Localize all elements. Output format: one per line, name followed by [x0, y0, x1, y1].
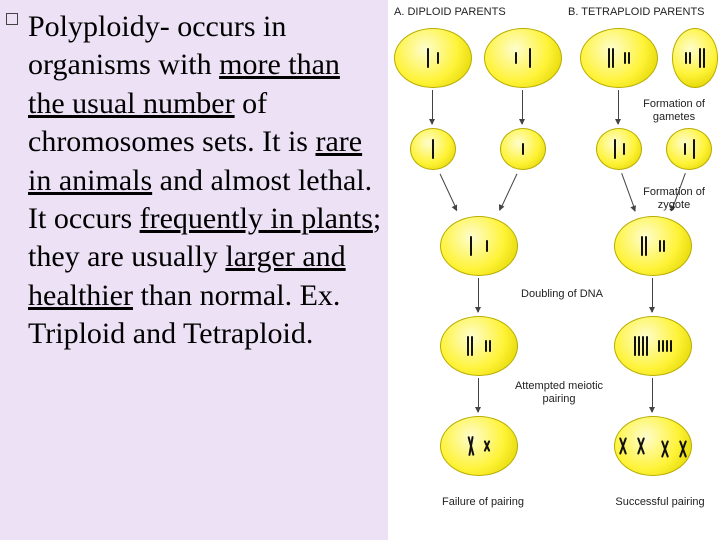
arrow: [478, 378, 479, 412]
parent-cell-b: [580, 28, 658, 88]
arrow: [522, 90, 523, 124]
u3: frequently in plants: [140, 202, 373, 235]
label-zygote: Formation of zygote: [634, 186, 714, 211]
arrow: [652, 378, 653, 412]
doubled-b: [614, 316, 692, 376]
arrow: [432, 90, 433, 124]
pairing-succ: [614, 416, 692, 476]
gamete-b2: [666, 128, 712, 170]
gamete-a2: [500, 128, 546, 170]
label-meiotic: Attempted meiotic pairing: [504, 380, 614, 405]
parent-cell-b2: [672, 28, 718, 88]
label-gametes: Formation of gametes: [634, 98, 714, 123]
doubled-a: [440, 316, 518, 376]
arrow: [500, 174, 518, 211]
arrow: [478, 278, 479, 312]
text-column: Polyploidy- occurs in organisms with mor…: [0, 0, 388, 540]
diagram-column: A. DIPLOID PARENTS B. TETRAPLOID PARENTS…: [388, 0, 720, 540]
label-succ: Successful pairing: [600, 496, 720, 509]
parent-cell-a2: [484, 28, 562, 88]
header-b: B. TETRAPLOID PARENTS: [568, 6, 705, 18]
gamete-a1: [410, 128, 456, 170]
label-fail: Failure of pairing: [428, 496, 538, 509]
arrow: [440, 174, 458, 211]
zygote-b: [614, 216, 692, 276]
arrow: [618, 90, 619, 124]
bullet-box: [6, 13, 18, 25]
zygote-a: [440, 216, 518, 276]
paragraph: Polyploidy- occurs in organisms with mor…: [28, 8, 384, 354]
gamete-b1: [596, 128, 642, 170]
arrow: [652, 278, 653, 312]
label-doubling: Doubling of DNA: [512, 288, 612, 301]
term: Polyploidy: [28, 10, 160, 43]
header-a: A. DIPLOID PARENTS: [394, 6, 506, 18]
parent-cell-a: [394, 28, 472, 88]
pairing-fail: [440, 416, 518, 476]
